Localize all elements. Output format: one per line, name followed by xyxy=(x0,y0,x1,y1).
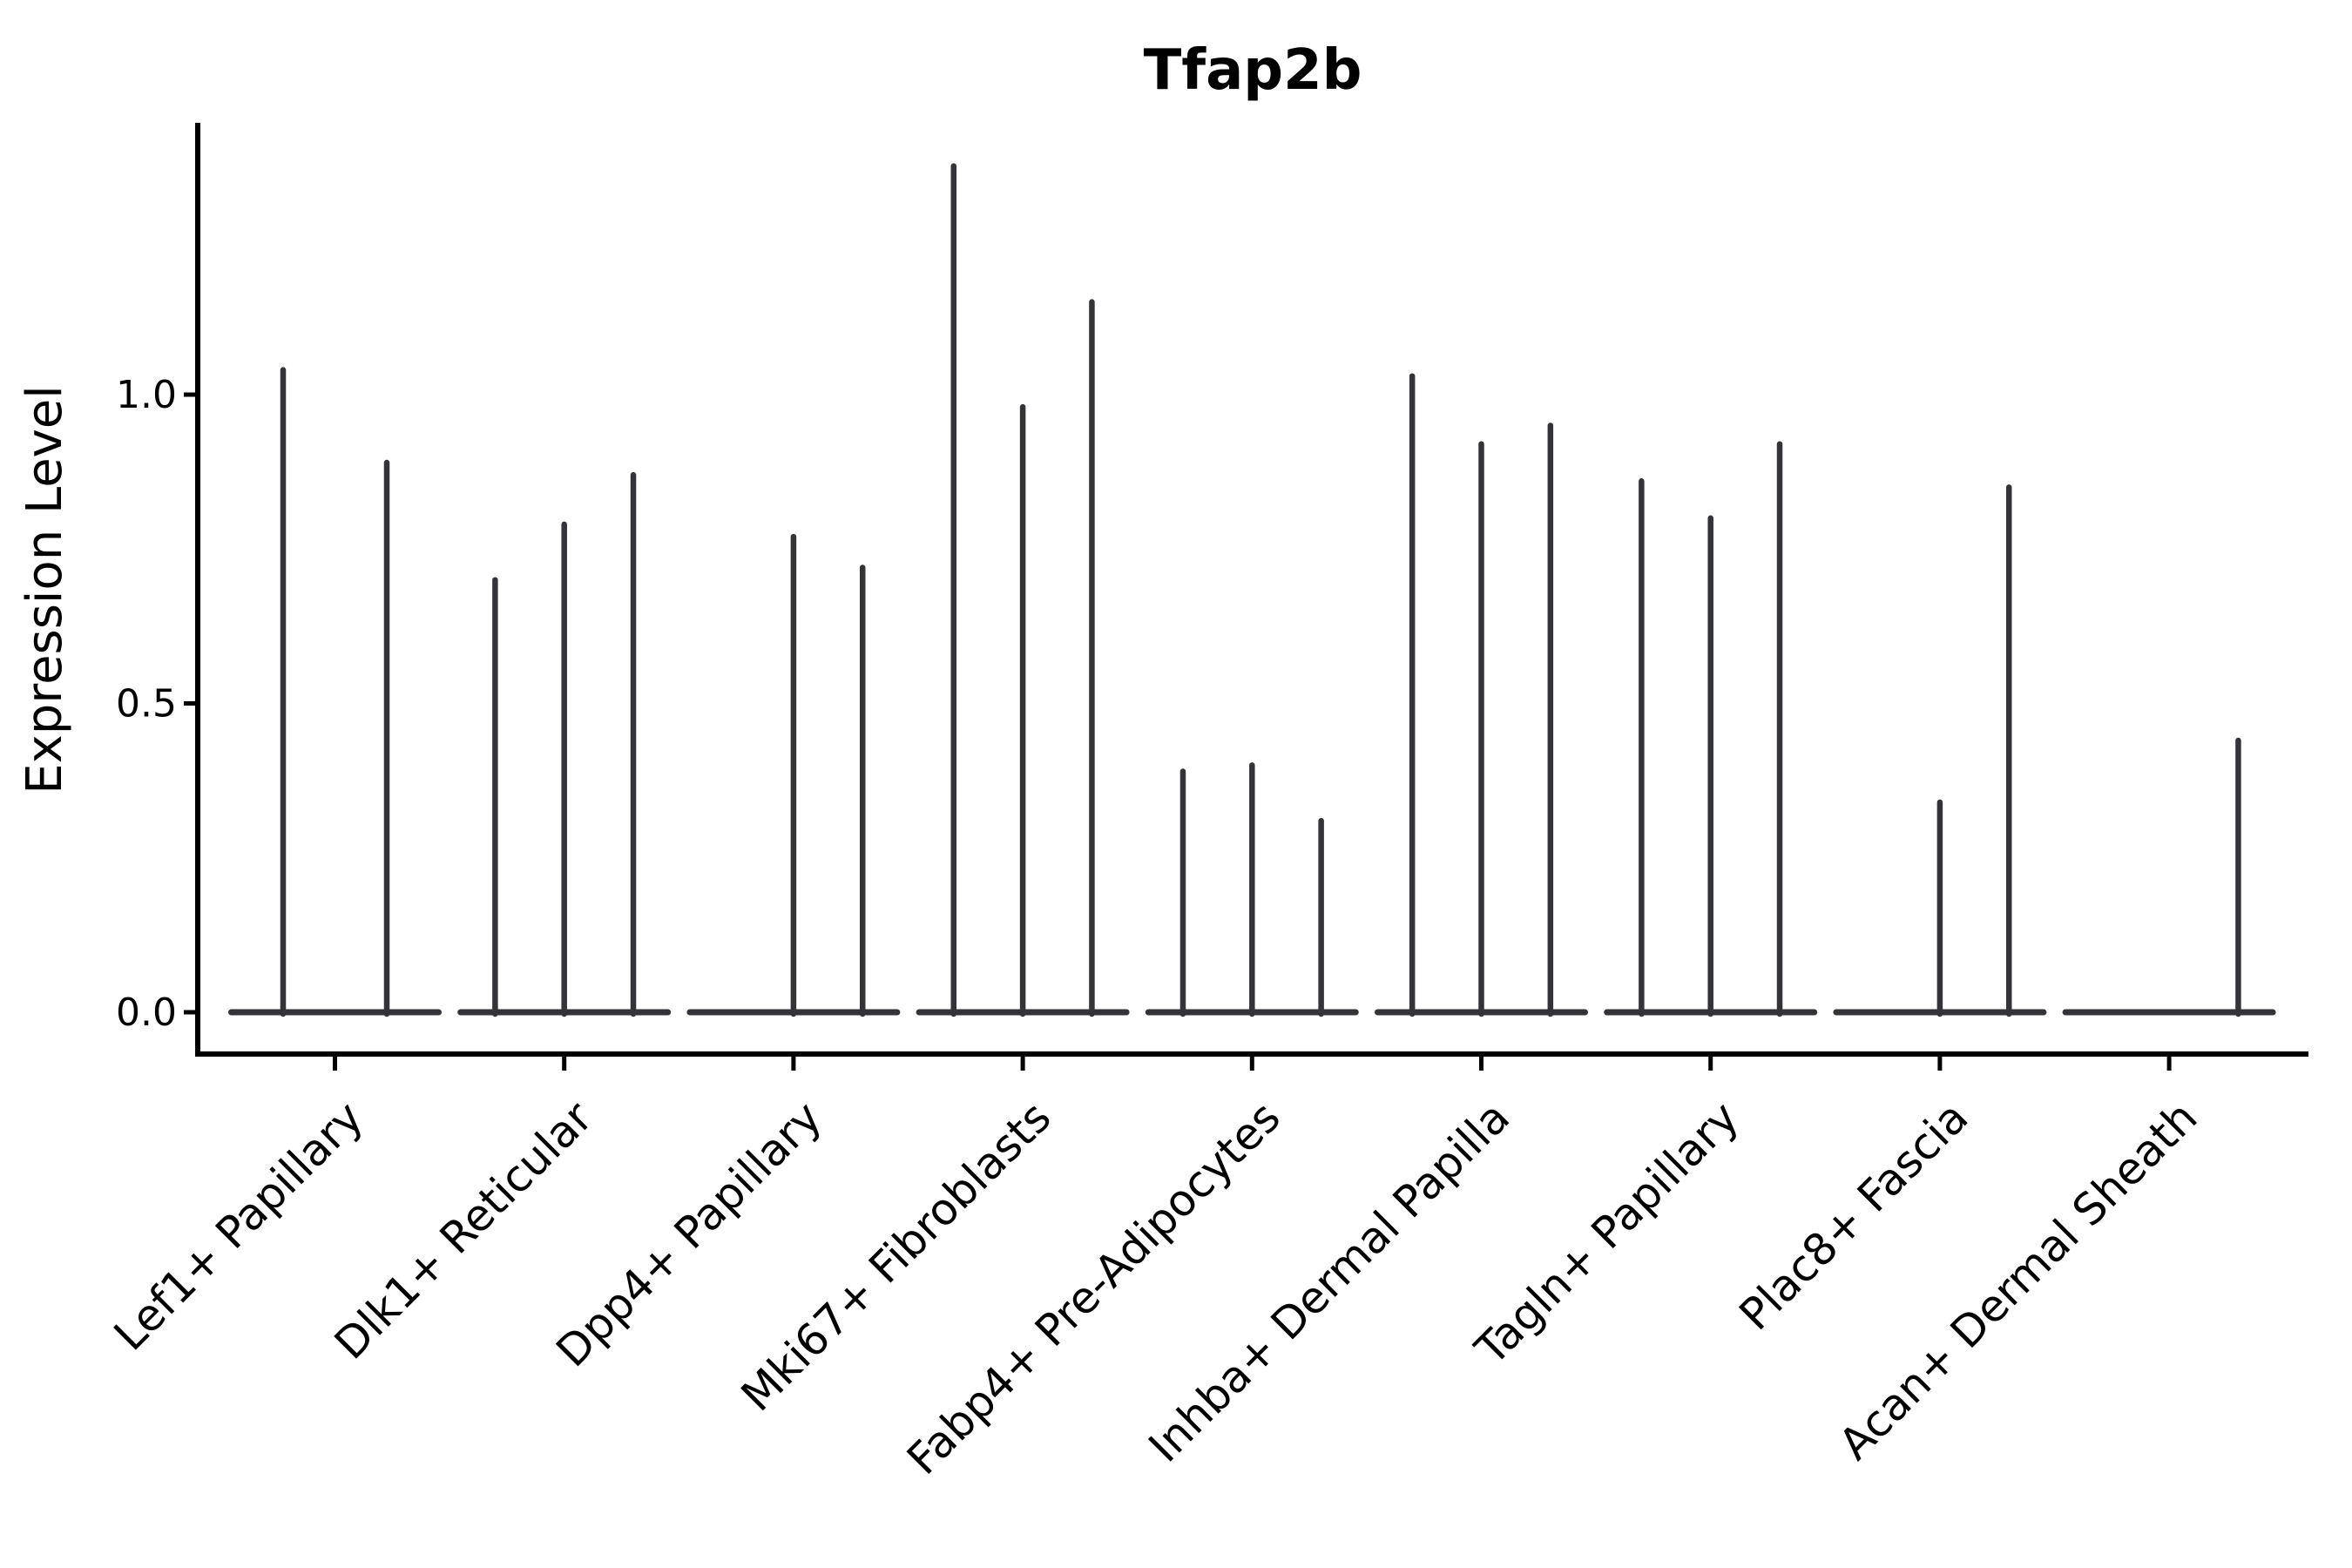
x-tick-label: Lef1+ Papillary xyxy=(105,1092,373,1360)
y-tick-label: 0.5 xyxy=(116,682,177,727)
violins-layer xyxy=(228,163,2276,1017)
chart-title: Tfap2b xyxy=(1144,38,1362,103)
y-tick-label: 0.0 xyxy=(116,990,177,1035)
y-tick-label: 1.0 xyxy=(116,373,177,417)
x-tick-label: Plac8+ Fascia xyxy=(1730,1092,1978,1340)
y-axis-label: Expression Level xyxy=(17,385,73,794)
axes-layer xyxy=(184,123,2308,1071)
x-tick-label: Fabp4+ Pre-Adipocytes xyxy=(897,1092,1290,1484)
